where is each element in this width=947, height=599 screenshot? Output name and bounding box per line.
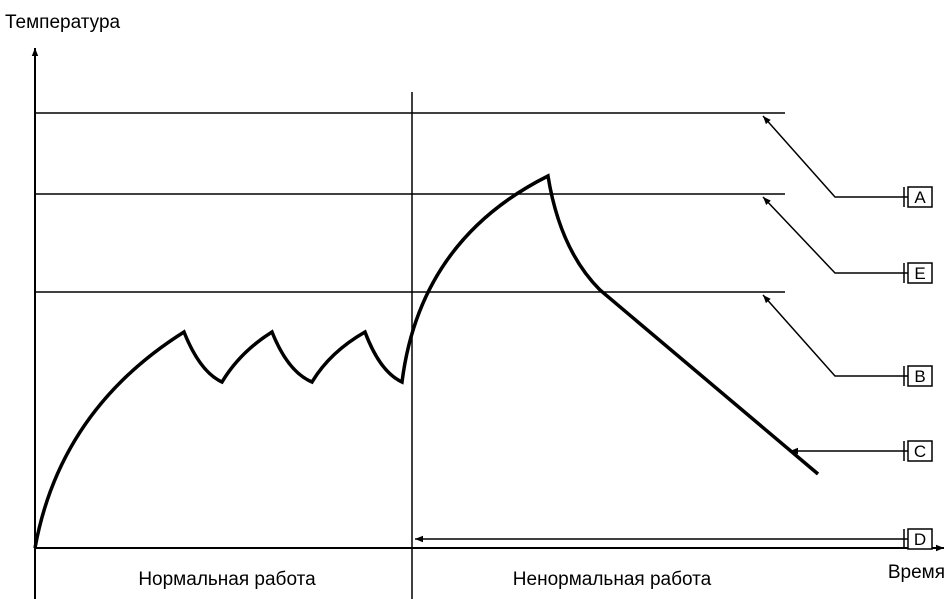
region-label: Нормальная работа [138,569,316,590]
temperature-curve [33,173,820,549]
callout-box [907,440,933,462]
leader [762,294,908,377]
callout-label: C [914,442,926,461]
x-axis-label: Время [888,562,945,583]
callout-box [907,528,933,550]
callout-box [907,365,933,387]
callout-box [907,262,933,284]
callout-label: E [914,264,925,283]
callout-label: B [914,367,925,386]
callout-box [907,186,933,208]
leader [762,115,908,198]
y-axis-label: Температура [5,12,121,33]
callout-label: D [914,530,926,549]
callout-label: A [914,188,926,207]
leader [762,196,908,274]
region-label: Ненормальная работа [513,569,712,590]
